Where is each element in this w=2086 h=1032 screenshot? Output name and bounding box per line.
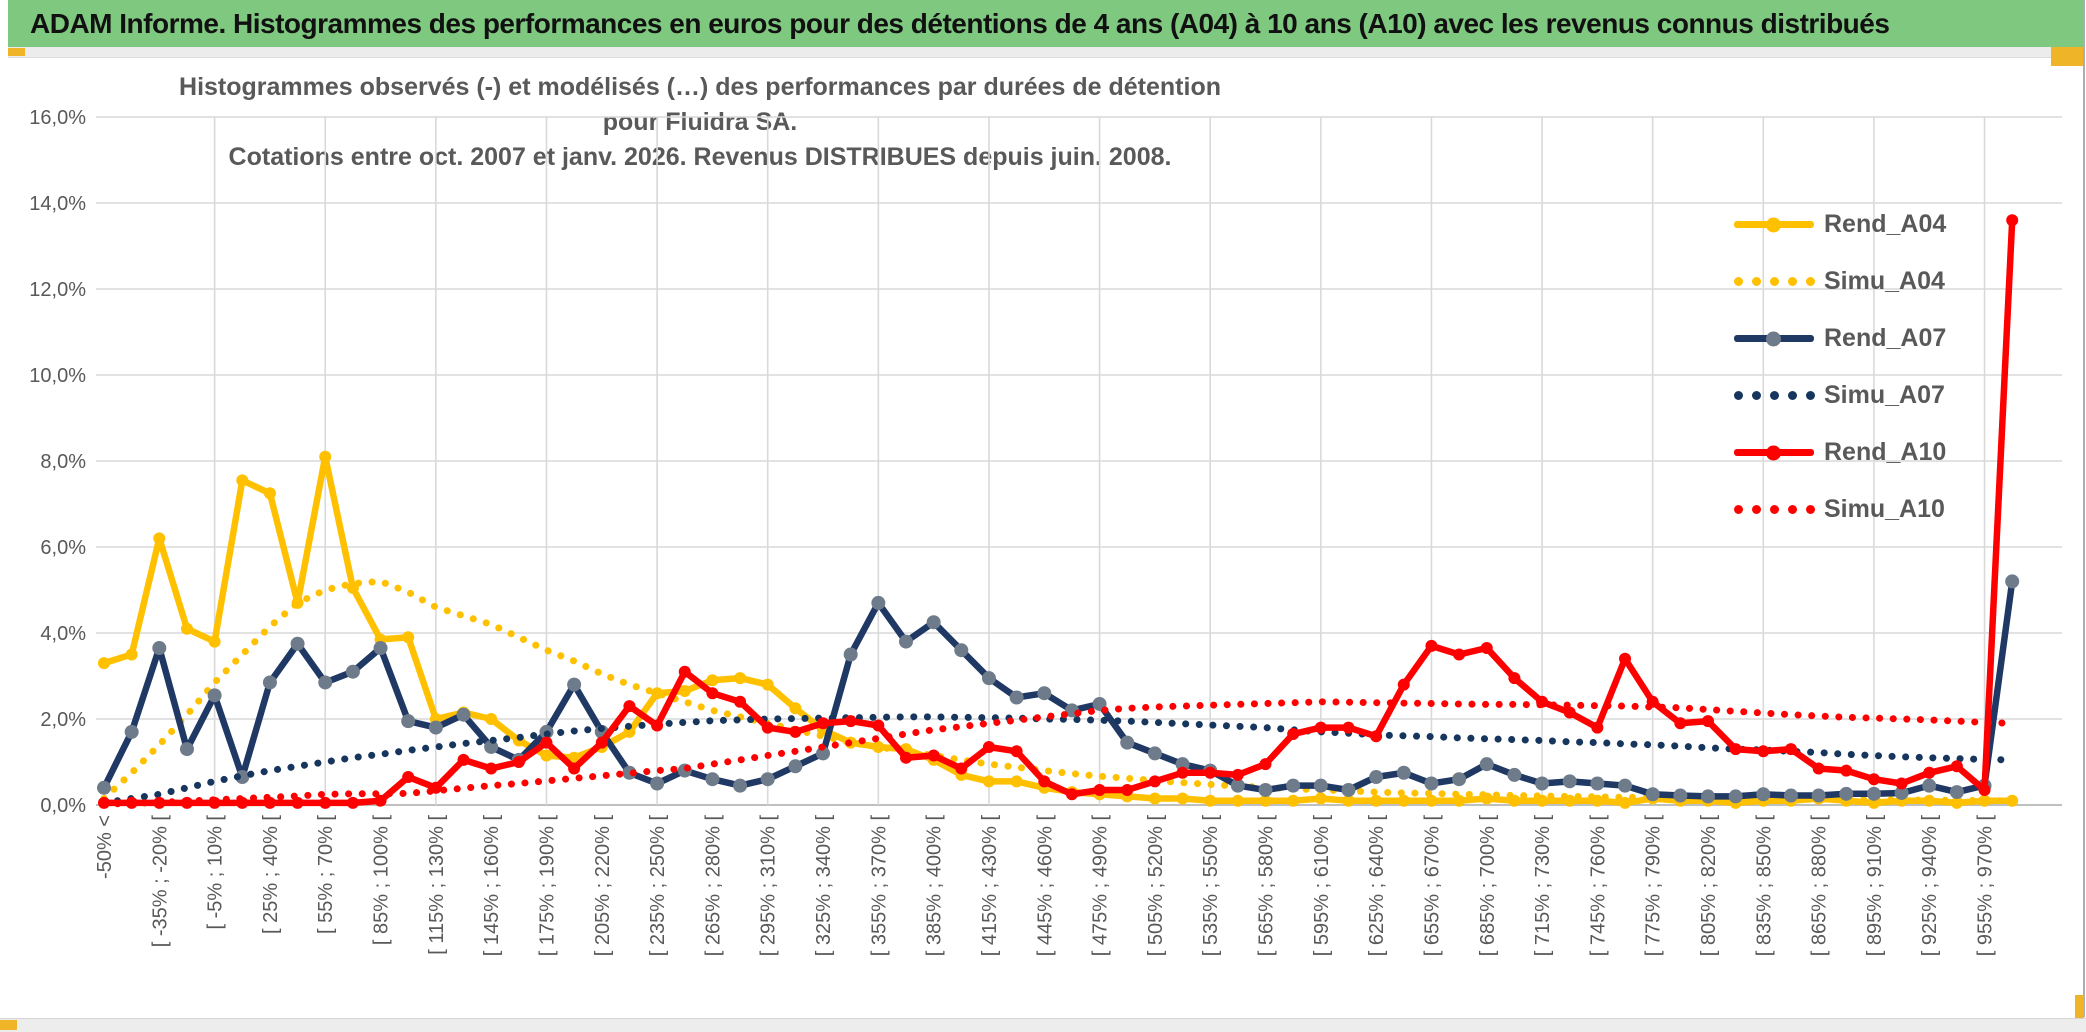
legend-dots-icon bbox=[1733, 277, 1815, 286]
legend-item-rend_a07: Rend_A07 bbox=[1734, 320, 2014, 357]
series-Rend_A07 bbox=[100, 578, 2016, 800]
x-axis-label: [ 895% ; 910% [ bbox=[1864, 815, 1886, 957]
legend-line-icon bbox=[1734, 331, 1814, 346]
x-axis-label: [ 595% ; 610% [ bbox=[1311, 815, 1333, 957]
x-axis-label: [ 955% ; 970% [ bbox=[1975, 815, 1997, 957]
y-axis-label: 8,0% bbox=[40, 451, 86, 473]
y-axis-label: 12,0% bbox=[29, 279, 86, 301]
x-axis-label: [ -5% ; 10% [ bbox=[205, 815, 227, 930]
series-Rend_A10 bbox=[100, 216, 2016, 807]
x-axis-label: [ 565% ; 580% [ bbox=[1256, 815, 1278, 957]
horizontal-scrollbar-thumb[interactable] bbox=[0, 1020, 17, 1030]
y-axis-label: 0,0% bbox=[40, 795, 86, 817]
x-axis-label: [ -35% ; -20% [ bbox=[149, 815, 171, 948]
x-axis-label: [ 715% ; 730% [ bbox=[1532, 815, 1554, 957]
legend-label: Rend_A07 bbox=[1824, 324, 1947, 352]
x-axis-label: [ 25% ; 40% [ bbox=[260, 815, 282, 934]
chart-title-line1: Histogrammes observés (-) et modélisés (… bbox=[179, 73, 1221, 136]
x-axis-label: [ 235% ; 250% [ bbox=[647, 815, 669, 957]
x-axis-label: [ 505% ; 520% [ bbox=[1145, 815, 1167, 957]
chart-legend: Rend_A04 Simu_A04 Rend_A07 Simu_A07 Rend_A10… bbox=[1733, 206, 2014, 528]
y-axis-labels: 16,0% 14,0% 12,0% 10,0% 8,0% 6,0% 4,0% 2,0% 0,0% bbox=[29, 107, 86, 817]
x-axis-label: [ 445% ; 460% [ bbox=[1034, 815, 1056, 957]
x-axis-label: [ 625% ; 640% [ bbox=[1366, 815, 1388, 957]
x-axis-label: [ 475% ; 490% [ bbox=[1090, 815, 1112, 957]
x-axis-label: [ 865% ; 880% [ bbox=[1809, 815, 1831, 957]
x-axis-label: [ 265% ; 280% [ bbox=[702, 815, 724, 957]
y-axis-label: 16,0% bbox=[29, 107, 86, 129]
legend-dots-icon bbox=[1733, 391, 1815, 400]
window-right-edge bbox=[2083, 0, 2085, 1017]
gold-accent-right bbox=[2051, 47, 2084, 66]
x-axis-label: [ 175% ; 190% [ bbox=[536, 815, 558, 957]
legend-dots-icon bbox=[1733, 505, 1815, 514]
x-axis-labels: -50% < [ -35% ; -20% [ [ -5% ; 10% [ [ 25% … bbox=[94, 815, 1997, 957]
series-Rend_A04 bbox=[100, 453, 2016, 807]
y-axis-label: 6,0% bbox=[40, 537, 86, 559]
report-title: ADAM Informe. Histogrammes des performan… bbox=[30, 7, 1890, 39]
chart-title: Histogrammes observés (-) et modélisés (… bbox=[150, 70, 1250, 175]
x-axis-label: [ 685% ; 700% [ bbox=[1477, 815, 1499, 957]
legend-item-rend_a04: Rend_A04 bbox=[1734, 206, 2014, 243]
series-Rend_A07-markers bbox=[97, 574, 2020, 804]
legend-item-rend_a10: Rend_A10 bbox=[1734, 434, 2014, 471]
legend-label: Simu_A07 bbox=[1824, 381, 1945, 409]
x-axis-label: [ 385% ; 400% [ bbox=[924, 815, 946, 957]
legend-label: Rend_A10 bbox=[1824, 438, 1947, 466]
y-axis-label: 14,0% bbox=[29, 193, 86, 215]
x-axis-label: [ 925% ; 940% [ bbox=[1919, 815, 1941, 957]
chart-title-line2: Cotations entre oct. 2007 et janv. 2026.… bbox=[228, 143, 1172, 171]
x-axis-label: [ 835% ; 850% [ bbox=[1753, 815, 1775, 957]
top-strip bbox=[8, 47, 2084, 58]
x-axis-label: [ 295% ; 310% [ bbox=[758, 815, 780, 957]
x-axis-label: [ 775% ; 790% [ bbox=[1643, 815, 1665, 957]
x-axis-label: [ 85% ; 100% [ bbox=[371, 815, 393, 946]
vertical-scrollbar-thumb[interactable] bbox=[2075, 995, 2084, 1018]
horizontal-scrollbar-track[interactable] bbox=[0, 1018, 2086, 1032]
x-axis-label: [ 805% ; 820% [ bbox=[1698, 815, 1720, 957]
x-axis-label: [ 535% ; 550% [ bbox=[1200, 815, 1222, 957]
legend-label: Simu_A04 bbox=[1824, 267, 1945, 295]
legend-item-simu_a04: Simu_A04 bbox=[1733, 263, 2014, 300]
legend-line-icon bbox=[1734, 217, 1814, 232]
legend-item-simu_a07: Simu_A07 bbox=[1733, 377, 2014, 414]
legend-label: Rend_A04 bbox=[1824, 210, 1947, 238]
x-axis-label: [ 355% ; 370% [ bbox=[868, 815, 890, 957]
y-axis-label: 2,0% bbox=[40, 709, 86, 731]
x-axis-label: [ 655% ; 670% [ bbox=[1421, 815, 1443, 957]
x-axis-label: [ 55% ; 70% [ bbox=[315, 815, 337, 934]
x-axis-label: [ 325% ; 340% [ bbox=[813, 815, 835, 957]
legend-line-icon bbox=[1734, 445, 1814, 460]
y-axis-label: 10,0% bbox=[29, 365, 86, 387]
gold-accent-left bbox=[8, 48, 25, 56]
legend-item-simu_a10: Simu_A10 bbox=[1733, 491, 2014, 528]
x-axis-label: [ 745% ; 760% [ bbox=[1587, 815, 1609, 957]
x-axis-label: [ 205% ; 220% [ bbox=[592, 815, 614, 957]
x-axis-label: -50% < bbox=[94, 815, 116, 879]
x-axis-label: [ 115% ; 130% [ bbox=[426, 815, 448, 955]
series-Simu_A04 bbox=[100, 577, 2016, 805]
x-axis-label: [ 145% ; 160% [ bbox=[481, 815, 503, 957]
x-axis-label: [ 415% ; 430% [ bbox=[979, 815, 1001, 957]
y-axis-label: 4,0% bbox=[40, 623, 86, 645]
legend-label: Simu_A10 bbox=[1824, 495, 1945, 523]
report-title-bar: ADAM Informe. Histogrammes des performan… bbox=[8, 0, 2084, 47]
